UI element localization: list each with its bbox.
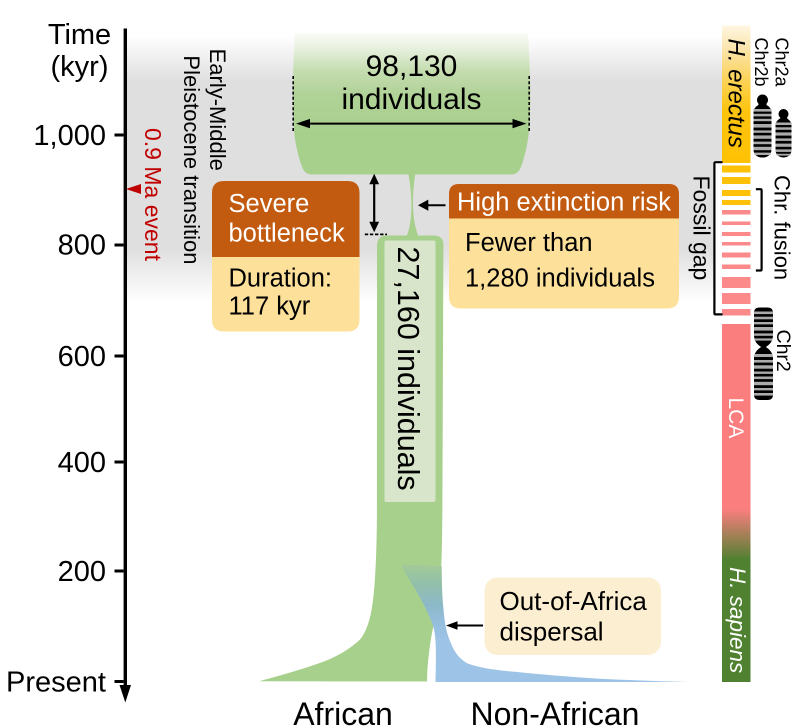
svg-text:H. sapiens: H. sapiens — [725, 567, 750, 673]
svg-text:0.9 Ma event: 0.9 Ma event — [140, 128, 166, 262]
svg-text:African: African — [293, 696, 393, 728]
svg-text:High extinction risk: High extinction risk — [457, 189, 671, 217]
svg-text:Chr. fusion: Chr. fusion — [770, 175, 795, 280]
svg-text:Pleistocene transition: Pleistocene transition — [179, 55, 204, 264]
svg-text:Severe: Severe — [229, 190, 310, 218]
svg-text:Chr2: Chr2 — [772, 330, 794, 372]
svg-text:Fossil gap: Fossil gap — [689, 176, 715, 281]
svg-text:400: 400 — [58, 447, 106, 479]
svg-text:Present: Present — [6, 667, 106, 699]
svg-text:1,280 individuals: 1,280 individuals — [465, 265, 655, 293]
svg-text:98,130: 98,130 — [366, 50, 458, 83]
svg-text:600: 600 — [58, 341, 106, 373]
svg-text:Early-Middle: Early-Middle — [205, 49, 230, 171]
svg-text:Out-of-Africa: Out-of-Africa — [500, 586, 648, 616]
svg-text:(kyr): (kyr) — [51, 51, 109, 83]
svg-text:27,160 individuals: 27,160 individuals — [391, 247, 425, 491]
svg-text:Duration:: Duration: — [229, 265, 332, 293]
svg-text:Fewer than: Fewer than — [465, 229, 593, 257]
svg-text:Chr2a: Chr2a — [771, 38, 791, 88]
svg-text:800: 800 — [58, 230, 106, 262]
svg-text:200: 200 — [58, 556, 106, 588]
svg-text:individuals: individuals — [341, 83, 481, 116]
svg-text:dispersal: dispersal — [500, 617, 604, 647]
svg-text:1,000: 1,000 — [33, 120, 106, 152]
svg-text:Time: Time — [48, 19, 111, 51]
svg-text:Chr2b: Chr2b — [751, 38, 771, 87]
svg-text:Non-African: Non-African — [471, 696, 640, 728]
svg-text:LCA: LCA — [724, 398, 747, 439]
svg-text:bottleneck: bottleneck — [229, 220, 345, 248]
svg-text:H. erectus: H. erectus — [723, 39, 750, 148]
svg-text:117 kyr: 117 kyr — [229, 293, 311, 321]
